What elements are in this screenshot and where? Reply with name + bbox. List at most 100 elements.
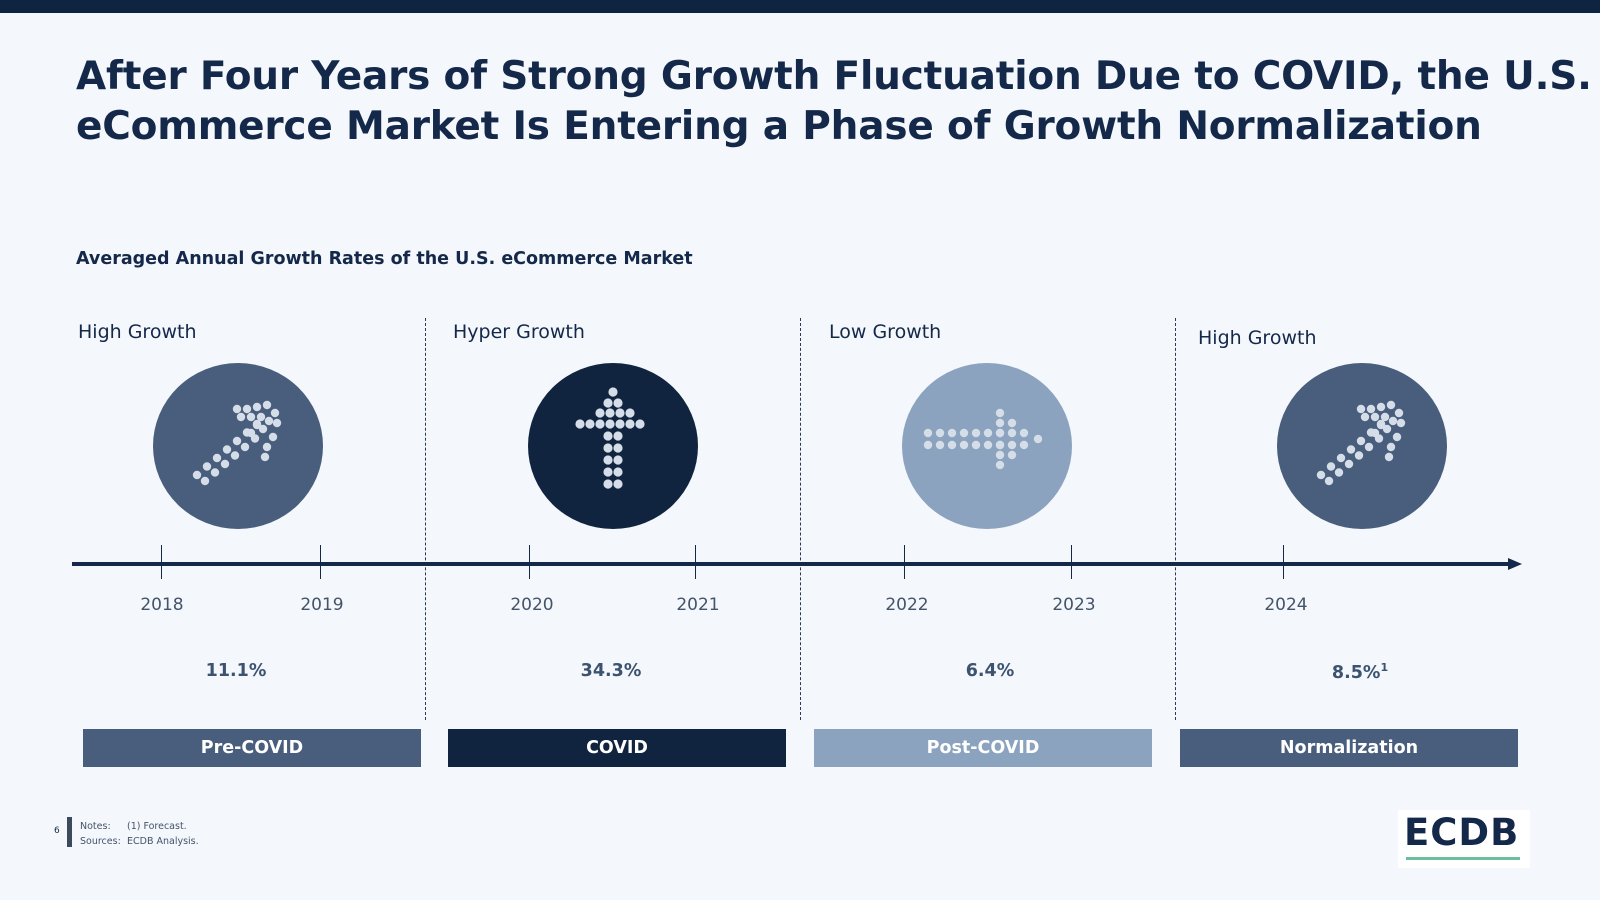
arrow-dot	[264, 416, 274, 426]
phase-divider	[800, 318, 801, 720]
arrow-dot	[935, 440, 945, 450]
arrow-dot	[1370, 428, 1380, 438]
arrow-dot	[192, 470, 202, 480]
arrow-dot	[947, 428, 957, 438]
year-label-2022: 2022	[885, 595, 929, 615]
arrow-dot	[1033, 434, 1043, 444]
arrow-right-icon	[923, 408, 1043, 470]
growth-rate-covid: 34.3%	[541, 661, 681, 681]
arrow-dot	[995, 460, 1005, 470]
arrow-dot	[246, 428, 256, 438]
arrow-dot	[613, 431, 623, 441]
arrow-dot	[202, 462, 212, 471]
growth-rate-normalization: 8.5%1	[1290, 661, 1430, 683]
arrow-dot	[262, 442, 272, 452]
arrow-dot	[1324, 476, 1334, 486]
phase-band-covid: COVID	[448, 729, 786, 767]
arrow-dot	[252, 420, 262, 430]
year-label-2020: 2020	[510, 595, 554, 615]
arrow-dot	[625, 419, 635, 429]
arrow-dot	[1316, 470, 1326, 480]
arrow-dot	[615, 419, 625, 429]
arrow-dot	[220, 459, 230, 469]
arrow-dot	[613, 467, 623, 477]
arrow-dot	[971, 428, 981, 438]
year-label-2023: 2023	[1052, 595, 1096, 615]
growth-circle-post-covid	[902, 363, 1072, 529]
arrow-dot	[246, 412, 256, 422]
sources-text: ECDB Analysis.	[127, 836, 199, 847]
arrow-dot	[595, 419, 605, 429]
year-tick	[904, 545, 906, 579]
arrow-dot	[995, 450, 1005, 460]
title-line-1: After Four Years of Strong Growth Fluctu…	[76, 54, 1592, 99]
arrow-dot	[1392, 432, 1402, 442]
arrow-dot	[256, 412, 266, 422]
growth-rate-pre-covid: 11.1%	[166, 661, 306, 681]
arrow-dot	[613, 443, 623, 453]
arrow-dot	[603, 443, 613, 453]
arrow-dot	[242, 404, 252, 414]
arrow-dot	[613, 455, 623, 465]
arrow-dot	[947, 440, 957, 450]
arrow-dot	[1336, 453, 1346, 463]
arrow-dot	[1366, 404, 1376, 414]
growth-rate-post-covid: 6.4%	[920, 661, 1060, 681]
arrow-dot	[1394, 408, 1404, 418]
arrow-dot	[258, 424, 268, 434]
arrow-dot	[995, 440, 1005, 450]
arrow-dot	[1007, 450, 1017, 460]
arrow-dot	[210, 468, 220, 477]
arrow-dot	[232, 436, 242, 446]
arrow-dot	[959, 440, 969, 450]
arrow-dot	[1007, 440, 1017, 450]
arrow-dot	[603, 455, 613, 465]
arrow-dot	[232, 404, 242, 414]
arrow-dot	[603, 431, 613, 441]
sources-row: Sources: ECDB Analysis.	[80, 834, 199, 849]
year-tick	[1283, 545, 1285, 579]
arrow-dot	[585, 419, 595, 429]
phase-divider	[1175, 318, 1176, 720]
arrow-dot	[240, 442, 250, 452]
arrow-up-right-icon	[1316, 400, 1406, 486]
growth-label-covid: Hyper Growth	[453, 321, 585, 343]
arrow-dot	[1007, 418, 1017, 428]
growth-rate-value: 11.1%	[205, 661, 267, 681]
logo-underline	[1406, 857, 1520, 860]
arrow-dot	[595, 408, 605, 418]
notes-row: Notes: (1) Forecast.	[80, 819, 199, 834]
year-label-2018: 2018	[140, 595, 184, 615]
arrow-dot	[1388, 416, 1398, 426]
arrow-dot	[603, 479, 613, 489]
arrow-dot	[262, 400, 272, 410]
arrow-dot	[608, 387, 618, 397]
arrow-up-icon	[575, 387, 645, 489]
growth-circle-normalization	[1277, 363, 1447, 529]
arrow-dot	[1019, 428, 1029, 438]
arrow-dot	[1376, 420, 1386, 430]
arrow-dot	[613, 479, 623, 489]
arrow-dot	[625, 408, 635, 418]
arrow-dot	[260, 452, 270, 462]
phase-band-pre-covid: Pre-COVID	[83, 729, 421, 767]
arrow-dot	[200, 476, 210, 486]
arrow-dot	[212, 453, 222, 463]
year-tick	[161, 545, 163, 579]
arrow-dot	[605, 419, 615, 429]
year-label-2019: 2019	[300, 595, 344, 615]
year-tick	[320, 545, 322, 579]
arrow-dot	[1346, 445, 1356, 454]
arrow-dot	[1344, 459, 1354, 469]
arrow-dot	[1007, 428, 1017, 438]
growth-circle-covid	[528, 363, 698, 529]
arrow-dot	[615, 408, 625, 418]
growth-rate-value: 8.5%	[1331, 662, 1381, 683]
arrow-dot	[995, 408, 1005, 418]
arrow-dot	[1356, 436, 1366, 446]
arrow-dot	[1382, 424, 1392, 434]
arrow-dot	[605, 408, 615, 418]
footer-notes: Notes: (1) Forecast. Sources: ECDB Analysi…	[80, 819, 199, 849]
year-tick	[695, 545, 697, 579]
arrow-dot	[613, 398, 623, 408]
